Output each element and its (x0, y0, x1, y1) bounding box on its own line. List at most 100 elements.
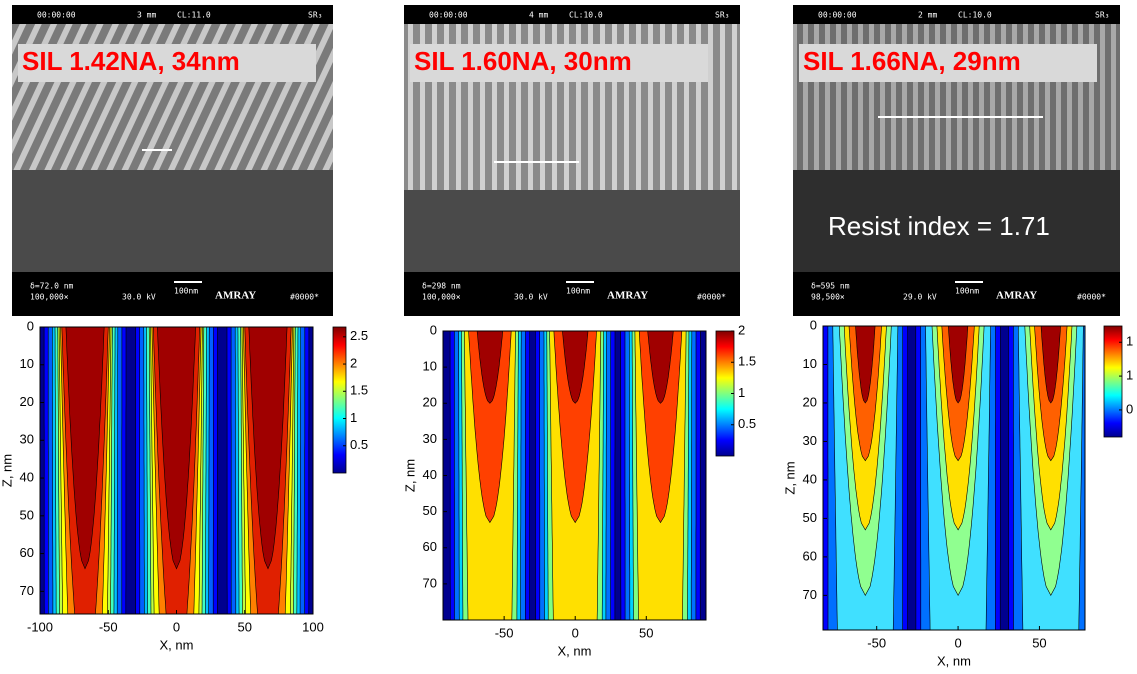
contour-band (468, 331, 512, 524)
contour-field (823, 326, 1085, 630)
x-axis-label: X, nm (558, 643, 592, 658)
colorbar-tick-label: 1.5 (350, 383, 368, 398)
x-axis-label: X, nm (937, 653, 971, 668)
sem-delta: δ=298 nm (422, 282, 461, 291)
y-tick-label: 40 (20, 469, 34, 484)
colorbar-tick-label: 1 (350, 410, 357, 425)
y-tick-label: 20 (423, 395, 437, 410)
y-tick-label: 70 (803, 587, 817, 602)
y-tick-label: 30 (20, 432, 34, 447)
colorbar (1103, 325, 1123, 438)
y-tick-label: 50 (803, 510, 817, 525)
colorbar-tick-label: 1 (738, 385, 745, 400)
colorbar-tick-label: 2 (738, 322, 745, 337)
sem-id: #0000* (697, 293, 726, 302)
sem-sr: SR₃ (715, 11, 729, 20)
contour-field (40, 327, 313, 614)
contour-band (248, 327, 288, 570)
y-tick-label: 40 (803, 471, 817, 486)
sem-mag: 100,000× (30, 293, 69, 302)
x-tick-label: 0 (173, 619, 180, 634)
y-tick-label: 50 (423, 503, 437, 518)
colorbar-tick-label: 2.5 (350, 328, 368, 343)
contour-band (553, 331, 597, 524)
sem-sr: SR₃ (308, 11, 322, 20)
y-tick-label: 10 (803, 356, 817, 371)
y-tick-label: 30 (803, 433, 817, 448)
plot-frame (822, 325, 1086, 631)
y-axis-label: Z, nm (782, 461, 797, 494)
sem-cl: CL:11.0 (177, 11, 211, 20)
x-tick-label: 0 (954, 635, 961, 650)
sem-sr: SR₃ (1095, 11, 1109, 20)
sem-id: #0000* (290, 293, 319, 302)
y-tick-label: 30 (423, 431, 437, 446)
y-tick-label: 0 (27, 318, 34, 333)
colorbar-tick-label: 1 (1126, 368, 1133, 383)
sem-mag: 100,000× (422, 293, 461, 302)
colorbar (332, 326, 347, 474)
x-tick-label: -50 (495, 625, 514, 640)
y-tick-label: 70 (20, 583, 34, 598)
colorbar-tick-label: 1.5 (738, 354, 756, 369)
y-tick-label: 60 (20, 545, 34, 560)
sem-time: 00:00:00 (37, 11, 76, 20)
x-tick-label: 0 (572, 625, 579, 640)
sem-cl: CL:10.0 (958, 11, 992, 20)
sem-wd: 4 mm (529, 11, 548, 20)
sem-scale: 100nm (174, 287, 198, 296)
sem-wd: 3 mm (137, 11, 156, 20)
y-tick-label: 60 (423, 539, 437, 554)
x-tick-label: 50 (1032, 635, 1046, 650)
y-tick-label: 0 (810, 317, 817, 332)
colorbar-tick-label: 0.5 (738, 416, 756, 431)
y-tick-label: 10 (20, 356, 34, 371)
y-tick-label: 40 (423, 467, 437, 482)
sem-title-box (799, 44, 1097, 82)
sem-scale: 100nm (955, 287, 979, 296)
sem-substrate (793, 170, 1120, 272)
sem-title-box (410, 44, 708, 82)
y-tick-label: 70 (423, 575, 437, 590)
sem-mag: 98,500× (811, 293, 845, 302)
x-axis-label: X, nm (160, 637, 194, 652)
sem-kv: 30.0 kV (514, 293, 548, 302)
colorbar-tick-label: 0.5 (350, 437, 368, 452)
contour-band (855, 326, 876, 404)
sem-title: SIL 1.60NA, 30nm (414, 46, 632, 76)
y-tick-label: 0 (430, 322, 437, 337)
sem-title: SIL 1.42NA, 34nm (22, 46, 240, 76)
y-axis-label: Z, nm (0, 454, 14, 487)
contour-band (1040, 326, 1061, 404)
sem-id: #0000* (1077, 293, 1106, 302)
y-axis-label: Z, nm (402, 459, 417, 492)
sem-annotation: Resist index = 1.71 (828, 211, 1050, 241)
sem-brand: AMRAY (607, 290, 648, 302)
x-tick-label: 100 (302, 619, 324, 634)
sem-kv: 29.0 kV (903, 293, 937, 302)
x-tick-label: 50 (238, 619, 252, 634)
y-tick-label: 20 (803, 394, 817, 409)
y-tick-label: 20 (20, 394, 34, 409)
y-tick-label: 50 (20, 507, 34, 522)
contour-field (443, 331, 706, 620)
sem-title: SIL 1.66NA, 29nm (803, 46, 1021, 76)
sem-wd: 2 mm (918, 11, 937, 20)
sem-time: 00:00:00 (429, 11, 468, 20)
sem-cl: CL:10.0 (569, 11, 603, 20)
colorbar-tick-label: 1 (1126, 334, 1133, 349)
sem-delta: δ=595 nm (811, 282, 850, 291)
sem-brand: AMRAY (996, 290, 1037, 302)
contour-band (65, 327, 105, 570)
colorbar-tick-label: 2 (350, 355, 357, 370)
y-tick-label: 60 (803, 548, 817, 563)
sem-title-box (18, 44, 316, 82)
sem-brand: AMRAY (215, 290, 256, 302)
sem-delta: δ=72.0 nm (30, 282, 74, 291)
contour-band (647, 331, 674, 404)
colorbar-tick-label: 0 (1126, 401, 1133, 416)
contour-band (562, 331, 589, 404)
y-tick-label: 10 (423, 359, 437, 374)
sem-substrate (404, 190, 740, 272)
